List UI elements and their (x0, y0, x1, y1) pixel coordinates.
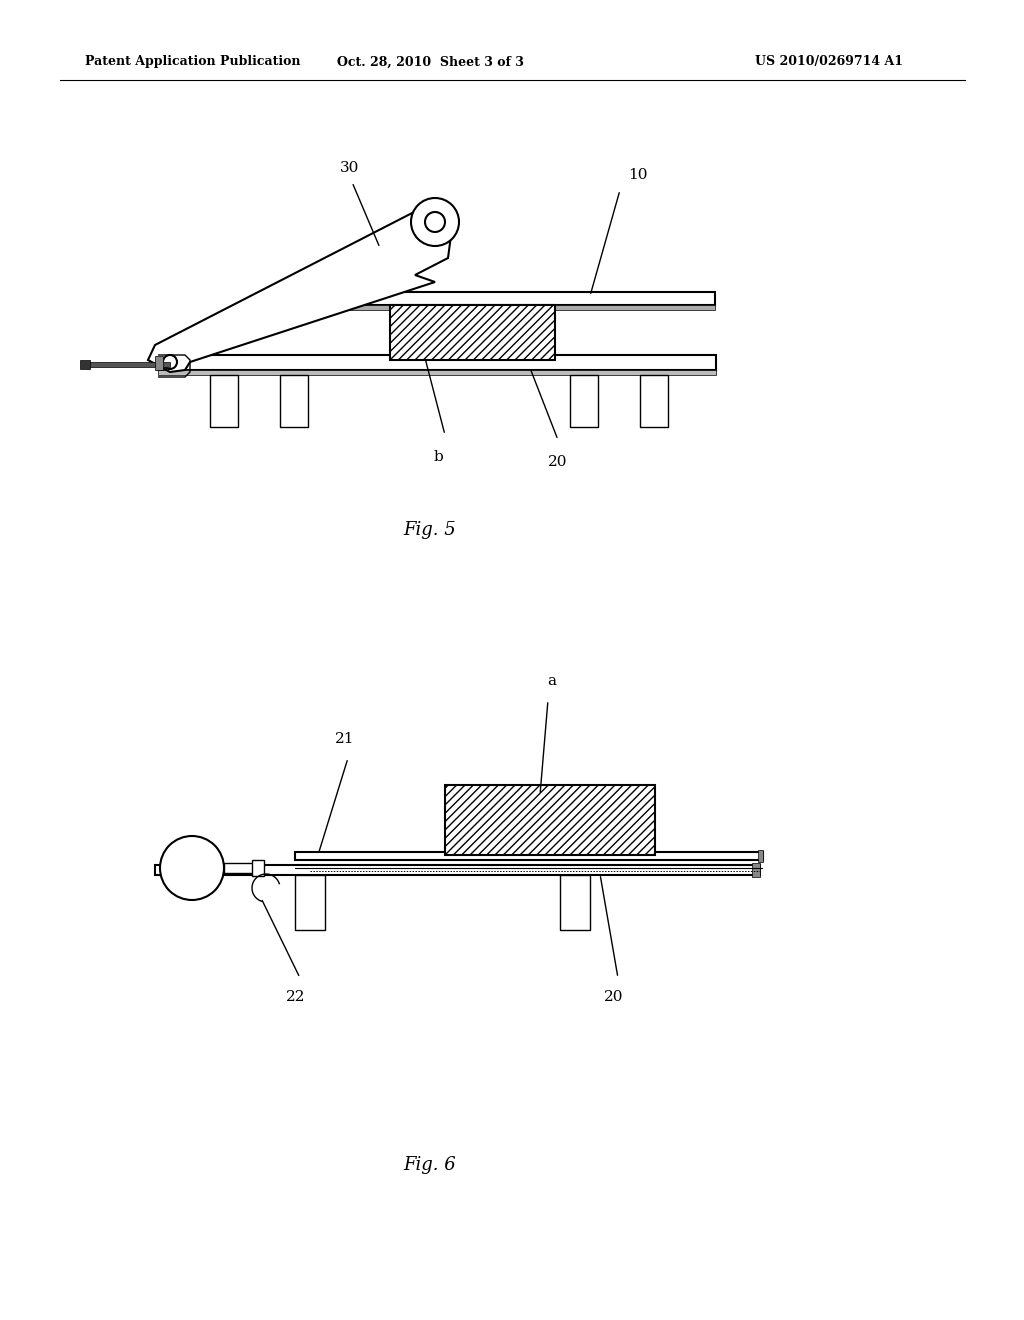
Bar (158, 355, 716, 370)
Text: 10: 10 (628, 168, 647, 182)
Bar (752, 863, 760, 876)
Circle shape (163, 355, 177, 370)
Bar (570, 375, 598, 426)
Bar (300, 305, 715, 310)
Bar (155, 356, 163, 370)
Bar (224, 863, 254, 873)
Text: 22: 22 (287, 990, 306, 1005)
Bar (445, 785, 655, 855)
Text: 30: 30 (340, 161, 359, 176)
Text: 21: 21 (335, 733, 354, 746)
Bar (158, 370, 716, 375)
Polygon shape (148, 209, 452, 372)
Circle shape (160, 836, 224, 900)
Bar (252, 861, 264, 876)
Bar (155, 865, 760, 875)
Text: 20: 20 (548, 455, 567, 469)
Text: b: b (433, 450, 442, 465)
Circle shape (411, 198, 459, 246)
Text: Oct. 28, 2010  Sheet 3 of 3: Oct. 28, 2010 Sheet 3 of 3 (337, 55, 523, 69)
Text: 20: 20 (604, 990, 624, 1005)
Text: a: a (548, 675, 556, 688)
Bar (640, 375, 668, 426)
Circle shape (425, 213, 445, 232)
Bar (210, 375, 238, 426)
Bar (295, 851, 763, 861)
Text: Fig. 6: Fig. 6 (403, 1156, 457, 1173)
Bar (390, 305, 555, 360)
Bar (300, 292, 715, 305)
Bar (560, 875, 590, 931)
Bar (280, 375, 308, 426)
Bar (295, 875, 325, 931)
Text: Patent Application Publication: Patent Application Publication (85, 55, 300, 69)
Bar (295, 294, 307, 308)
Text: US 2010/0269714 A1: US 2010/0269714 A1 (755, 55, 903, 69)
Text: Fig. 5: Fig. 5 (403, 521, 457, 539)
Bar (85, 362, 170, 367)
Bar (758, 850, 763, 862)
Bar (80, 360, 90, 370)
